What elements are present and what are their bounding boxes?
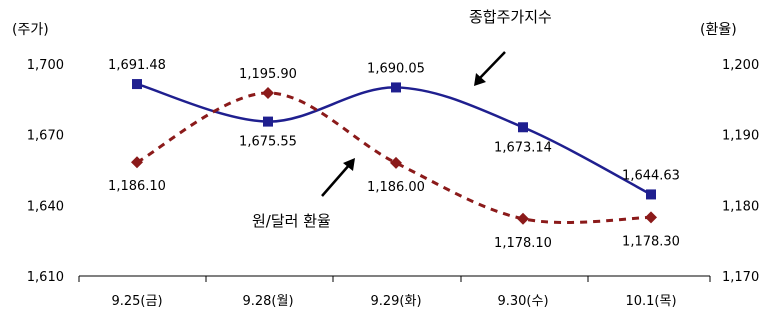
right-axis-tick-label: 1,200 xyxy=(722,58,759,73)
left-axis-tick-label: 1,670 xyxy=(27,129,64,144)
x-axis-category-label: 10.1(목) xyxy=(625,294,676,309)
kospi-series-line xyxy=(136,82,652,196)
kospi-data-label: 1,673.14 xyxy=(494,140,552,155)
fx-data-label: 1,186.00 xyxy=(367,180,425,195)
fx-series-line xyxy=(136,91,652,224)
kospi-data-point xyxy=(132,79,142,90)
left-axis-tick-label: 1,610 xyxy=(27,270,64,285)
left-axis-tick-label: 1,700 xyxy=(27,58,64,73)
kospi-annotation-arrow-shaft xyxy=(477,51,506,81)
fx-data-label: 1,178.10 xyxy=(494,236,552,251)
right-axis-tick-label: 1,180 xyxy=(722,199,759,214)
x-axis-category-label: 9.28(월) xyxy=(242,294,293,309)
left-axis-tick-label: 1,640 xyxy=(27,199,64,214)
kospi-data-point xyxy=(263,116,273,127)
fx-data-label: 1,195.90 xyxy=(239,67,297,82)
left-axis-unit-label: (주가) xyxy=(12,22,49,38)
fx-data-point xyxy=(390,156,402,169)
kospi-data-label: 1,644.63 xyxy=(622,168,680,183)
right-axis-tick-label: 1,190 xyxy=(722,129,759,144)
fx-data-label: 1,186.10 xyxy=(108,179,166,194)
kospi-data-label: 1,691.48 xyxy=(108,58,166,73)
right-axis-tick-label: 1,170 xyxy=(722,270,759,285)
kospi-data-point xyxy=(518,122,528,133)
kospi-data-label: 1,675.55 xyxy=(239,135,297,150)
x-axis-category-label: 9.30(수) xyxy=(497,294,548,309)
kospi-series-annotation: 종합주가지수 xyxy=(469,8,552,26)
fx-data-point xyxy=(131,156,143,169)
kospi-data-point xyxy=(391,82,401,93)
x-axis-category-label: 9.29(화) xyxy=(370,294,421,309)
right-axis-unit-label: (환율) xyxy=(700,22,737,38)
fx-data-point xyxy=(517,212,529,225)
fx-data-label: 1,178.30 xyxy=(622,234,680,249)
fx-annotation-arrow-shaft xyxy=(321,163,351,197)
x-axis-category-label: 9.25(금) xyxy=(111,294,162,309)
kospi-data-point xyxy=(646,189,656,200)
fx-data-point xyxy=(262,86,274,99)
fx-series-annotation: 원/달러 환율 xyxy=(252,212,331,230)
kospi-annotation-arrow-head xyxy=(474,73,486,86)
fx-annotation-arrow-head xyxy=(343,158,355,171)
fx-data-point xyxy=(645,211,657,224)
kospi-data-label: 1,690.05 xyxy=(367,61,425,76)
